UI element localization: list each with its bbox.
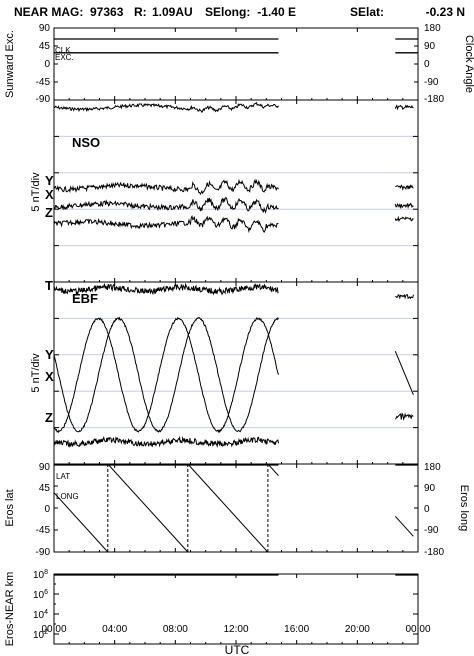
series-line-long — [267, 463, 279, 477]
panel4-ytick-90: 90 — [39, 462, 51, 473]
panel4-series — [53, 463, 418, 553]
series-line-nso-t — [394, 104, 414, 111]
panel4-ytick-m90: -90 — [36, 547, 51, 558]
x-tick-label: 04:00 — [102, 624, 127, 635]
panel2-label-y: Y — [45, 173, 54, 188]
series-line-nso-x — [53, 197, 279, 214]
panel1-ytick-right-0: 0 — [424, 59, 430, 70]
panel3-frame-label: EBF — [72, 291, 98, 306]
title-day: 97363 — [90, 5, 124, 19]
title-prefix: NEAR MAG: — [14, 5, 83, 19]
series-line-nso-x — [394, 202, 414, 210]
panel2-label-x: X — [45, 187, 54, 202]
panel4-ytick-right-180: 180 — [424, 462, 441, 473]
panel3-grid — [54, 317, 418, 429]
panel1-ytick-m45: -45 — [36, 77, 51, 88]
series-line-ebf-y — [53, 316, 279, 433]
panel-eros-latlong-frame — [53, 463, 419, 553]
series-line-long — [187, 463, 269, 553]
panel1-ytick-90: 90 — [39, 23, 51, 34]
panel4-ytick-m45: -45 — [36, 525, 51, 536]
panel2-grid — [54, 135, 418, 247]
panel2-frame-label: NSO — [72, 135, 100, 150]
series-line-ebf-z — [53, 435, 279, 448]
series-line-ebf-x — [53, 316, 279, 434]
panel5-ytick-label: 104 — [33, 609, 48, 621]
panel1-series — [54, 38, 418, 83]
panel5-yticks: 108 106 104 102 — [33, 569, 418, 645]
series-line-ebf-t — [53, 282, 279, 296]
series-line-nso-z — [394, 215, 414, 223]
panel3-label-z: Z — [45, 410, 53, 425]
title-r-label: R: — [134, 5, 147, 19]
panel3-series — [53, 282, 414, 448]
panel1-ytick-right-90: 90 — [424, 41, 436, 52]
series-label-lat: LAT — [56, 472, 70, 481]
panel1-ytick-45: 45 — [39, 41, 51, 52]
panel4-ytick-0: 0 — [44, 504, 50, 515]
series-label-long: LONG — [56, 492, 79, 501]
panel3-label-x: X — [45, 369, 54, 384]
series-label-exc: EXC. — [55, 53, 74, 62]
panel1-ylabel-right: Clock Angle — [463, 35, 474, 93]
title-selat-label: SElat: — [350, 5, 384, 19]
series-line-long — [53, 492, 109, 553]
panel2-label-z: Z — [45, 205, 53, 220]
series-line-nso-y — [53, 178, 279, 196]
panel5-ylabel: Eros-NEAR km — [4, 572, 16, 647]
series-line-ebf-y — [394, 351, 414, 395]
panel4-ytick-45: 45 — [39, 483, 51, 494]
x-tick-label: 00:00 — [405, 624, 430, 635]
panel1-ylabel: Sunward Exc. — [4, 30, 16, 98]
panel5-ytick-label: 106 — [33, 589, 48, 601]
panel-ebf-frame — [53, 281, 419, 465]
series-line-ebf-z — [394, 412, 414, 421]
panel4-ylabel-right: Eros long — [458, 485, 470, 531]
panel3-label-t: T — [45, 278, 53, 293]
x-tick-label: 20:00 — [345, 624, 370, 635]
series-line-nso-t — [53, 102, 279, 114]
panel2-ylabel: 5 nT/div — [30, 172, 42, 212]
panel4-ylabel: Eros lat — [4, 489, 16, 526]
panel1-ytick-m90: -90 — [36, 94, 51, 105]
panel4-ytick-right-90: 90 — [424, 483, 436, 494]
x-axis-ticks: 00:00 04:00 08:00 12:00 16:00 20:00 00:00 — [41, 28, 431, 644]
series-label-clk: CLK — [55, 46, 71, 55]
panel1-ytick-right-m180: -180 — [424, 94, 444, 105]
panel1-ytick-right-m90: -90 — [424, 77, 439, 88]
panel3-ylabel: 5 nT/div — [30, 353, 42, 393]
panel1-ytick-right-180: 180 — [424, 23, 441, 34]
panel3-label-y: Y — [45, 347, 54, 362]
series-line-nso-z — [53, 215, 279, 234]
panel2-series — [53, 102, 414, 234]
title-r-value: 1.09AU — [152, 5, 193, 19]
title-selong-label: SElong: — [205, 5, 250, 19]
x-tick-label: 08:00 — [163, 624, 188, 635]
panel5-ytick-label: 108 — [33, 569, 48, 581]
title-selat-value: -0.23 N — [426, 5, 465, 19]
panel-nso-frame — [53, 99, 419, 283]
panel4-ytick-right-m180: -180 — [424, 547, 444, 558]
series-line-long — [107, 463, 189, 553]
series-line-nso-y — [395, 184, 414, 191]
x-axis-label: UTC — [225, 643, 250, 656]
x-tick-label: 12:00 — [223, 624, 248, 635]
panel4-ytick-right-m90: -90 — [424, 525, 439, 536]
panel1-ytick-0: 0 — [44, 59, 50, 70]
panel4-ytick-right-0: 0 — [424, 504, 430, 515]
x-tick-label: 16:00 — [284, 624, 309, 635]
x-tick-label: 00:00 — [41, 624, 66, 635]
series-line-ebf-t — [395, 293, 414, 300]
panel5-ytick-label: 102 — [33, 629, 48, 641]
series-line-long — [394, 515, 414, 537]
title-selong-value: -1.40 E — [257, 5, 296, 19]
